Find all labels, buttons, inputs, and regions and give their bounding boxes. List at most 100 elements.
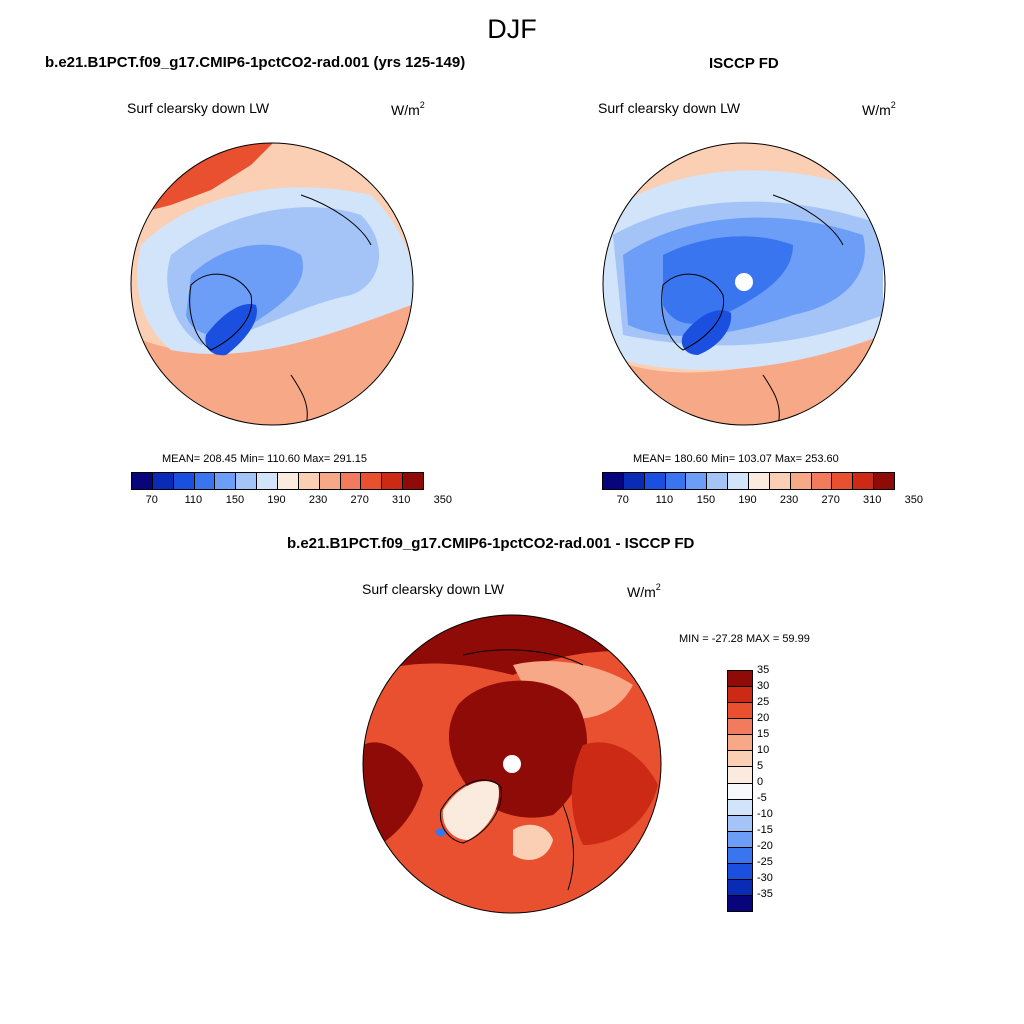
model-coastline-eurasia <box>290 194 372 425</box>
diff-colorbar-tick-label: -15 <box>757 824 773 836</box>
diff-panel-title: b.e21.B1PCT.f09_g17.CMIP6-1pctCO2-rad.00… <box>287 535 695 552</box>
diff-colorbar-tick-label: -10 <box>757 808 773 820</box>
diff-light-hudson <box>513 824 553 860</box>
obs-colorbar-tick-label: 70 <box>616 494 629 506</box>
model-colorbar-swatch <box>402 473 424 489</box>
obs-colorbar <box>602 472 895 490</box>
obs-colorbar-swatch <box>810 473 832 489</box>
diff-colorbar-tick-label: 15 <box>757 728 770 740</box>
model-colorbar-swatch <box>172 473 194 489</box>
obs-colorbar-swatch <box>748 473 769 489</box>
diff-colorbar-tick-label: 30 <box>757 680 770 692</box>
obs-colorbar-swatch <box>873 473 895 489</box>
diff-colorbar-swatch <box>728 895 752 911</box>
page-title: DJF <box>487 14 537 44</box>
model-colorbar-tick-label: 150 <box>225 494 245 506</box>
diff-units-exponent: 2 <box>655 582 661 592</box>
obs-colorbar-swatch <box>727 473 749 489</box>
model-colorbar-swatch <box>214 473 236 489</box>
obs-colorbar-swatch <box>768 473 790 489</box>
obs-panel-title: ISCCP FD <box>709 55 779 72</box>
model-panel-title: b.e21.B1PCT.f09_g17.CMIP6-1pctCO2-rad.00… <box>45 54 466 71</box>
diff-variable-label: Surf clearsky down LW <box>362 581 505 597</box>
model-colorbar-tick-label: 270 <box>350 494 369 506</box>
diff-colorbar-tick-label: -35 <box>757 888 773 900</box>
diff-colorbar-swatch <box>728 719 752 736</box>
model-colorbar-swatch <box>193 473 215 489</box>
diff-colorbar-swatch <box>728 879 752 896</box>
diff-colorbar-swatch <box>728 767 752 784</box>
diff-colorbar-swatch <box>728 815 752 832</box>
obs-coastline-greenland <box>661 273 725 351</box>
model-colorbar <box>131 472 424 490</box>
obs-colorbar-swatch <box>664 473 686 489</box>
obs-map-border <box>602 142 886 426</box>
model-colorbar-tick-label: 110 <box>184 494 203 506</box>
obs-colorbar-swatch <box>685 473 707 489</box>
diff-colorbar <box>727 670 753 912</box>
diff-neutral-greenland <box>442 781 499 840</box>
obs-pole-hole <box>735 273 753 291</box>
diff-colorbar-swatch <box>728 831 752 848</box>
model-units: W/m2 <box>391 100 425 118</box>
diff-stats: MIN = -27.28 MAX = 59.99 <box>679 633 810 645</box>
diff-colorbar-tick-label: -5 <box>757 792 767 804</box>
obs-colorbar-swatch <box>831 473 853 489</box>
model-stat-min: Min= 110.60 <box>239 453 301 465</box>
model-cool-core <box>186 244 303 336</box>
diff-cool-spot <box>435 828 446 837</box>
diff-colorbar-swatch <box>728 751 752 768</box>
obs-colorbar-tick-label: 230 <box>779 494 799 506</box>
model-colorbar-swatch <box>235 473 257 489</box>
obs-colorbar-tick-label: 110 <box>655 494 674 506</box>
obs-colorbar-tick-label: 270 <box>821 494 840 506</box>
obs-variable-label: Surf clearsky down LW <box>598 100 741 116</box>
obs-units-base: W/m <box>862 102 891 118</box>
obs-colorbar-swatch <box>603 473 623 489</box>
diff-colorbar-tick-label: -20 <box>757 840 773 852</box>
model-colorbar-swatch <box>339 473 361 489</box>
diff-colorbar-tick-label: 0 <box>757 776 764 788</box>
model-colorbar-swatch <box>360 473 382 489</box>
model-colorbar-ticks: 70 110 150 190 230 270 310 350 <box>131 494 452 508</box>
diff-colorbar-tick-label: 25 <box>757 696 770 708</box>
model-polar-map <box>130 142 414 426</box>
diff-coastline-eurasia <box>462 649 584 891</box>
diff-colorbar-swatch <box>728 799 752 816</box>
model-stat-mean: MEAN= 208.45 <box>162 453 237 465</box>
obs-colorbar-tick-label: 350 <box>904 494 923 506</box>
model-colorbar-swatch <box>256 473 278 489</box>
obs-stats: MEAN= 180.60 Min= 103.07 Max= 253.60 <box>633 453 839 465</box>
obs-stat-max: Max= 253.60 <box>774 453 839 465</box>
model-colorbar-tick-label: 350 <box>433 494 452 506</box>
diff-units: W/m2 <box>627 582 661 600</box>
model-colorbar-swatch <box>277 473 298 489</box>
model-variable-label: Surf clearsky down LW <box>127 100 270 116</box>
diff-colorbar-swatch <box>728 863 752 880</box>
obs-colorbar-swatch <box>622 473 644 489</box>
obs-cool-deep <box>663 236 793 324</box>
model-colorbar-swatch <box>381 473 403 489</box>
obs-units: W/m2 <box>862 100 896 118</box>
diff-colorbar-ticks: -35 -30 -25 -20 -15 -10 -5 0 5 10 15 20 25 30 35 <box>757 664 797 910</box>
diff-colorbar-tick-label: 5 <box>757 760 764 772</box>
diff-colorbar-swatch <box>728 687 752 704</box>
model-colorbar-swatch <box>132 473 152 489</box>
model-map-border <box>130 142 414 426</box>
diff-colorbar-tick-label: 35 <box>757 664 770 676</box>
diff-colorbar-swatch <box>728 671 752 688</box>
obs-colorbar-swatch <box>789 473 811 489</box>
model-colorbar-tick-label: 190 <box>267 494 286 506</box>
diff-coastline-greenland <box>439 779 502 844</box>
model-stats: MEAN= 208.45 Min= 110.60 Max= 291.15 <box>162 453 367 465</box>
model-colorbar-swatch <box>151 473 173 489</box>
obs-colorbar-tick-label: 150 <box>696 494 716 506</box>
diff-mid-eastern <box>571 742 658 845</box>
diff-high-west <box>363 742 423 855</box>
obs-polar-map <box>602 142 886 426</box>
model-stat-max: Max= 291.15 <box>303 453 367 465</box>
model-colorbar-tick-label: 230 <box>308 494 328 506</box>
obs-colorbar-swatch <box>852 473 874 489</box>
diff-colorbar-swatch <box>728 783 752 800</box>
diff-colorbar-swatch <box>728 703 752 720</box>
